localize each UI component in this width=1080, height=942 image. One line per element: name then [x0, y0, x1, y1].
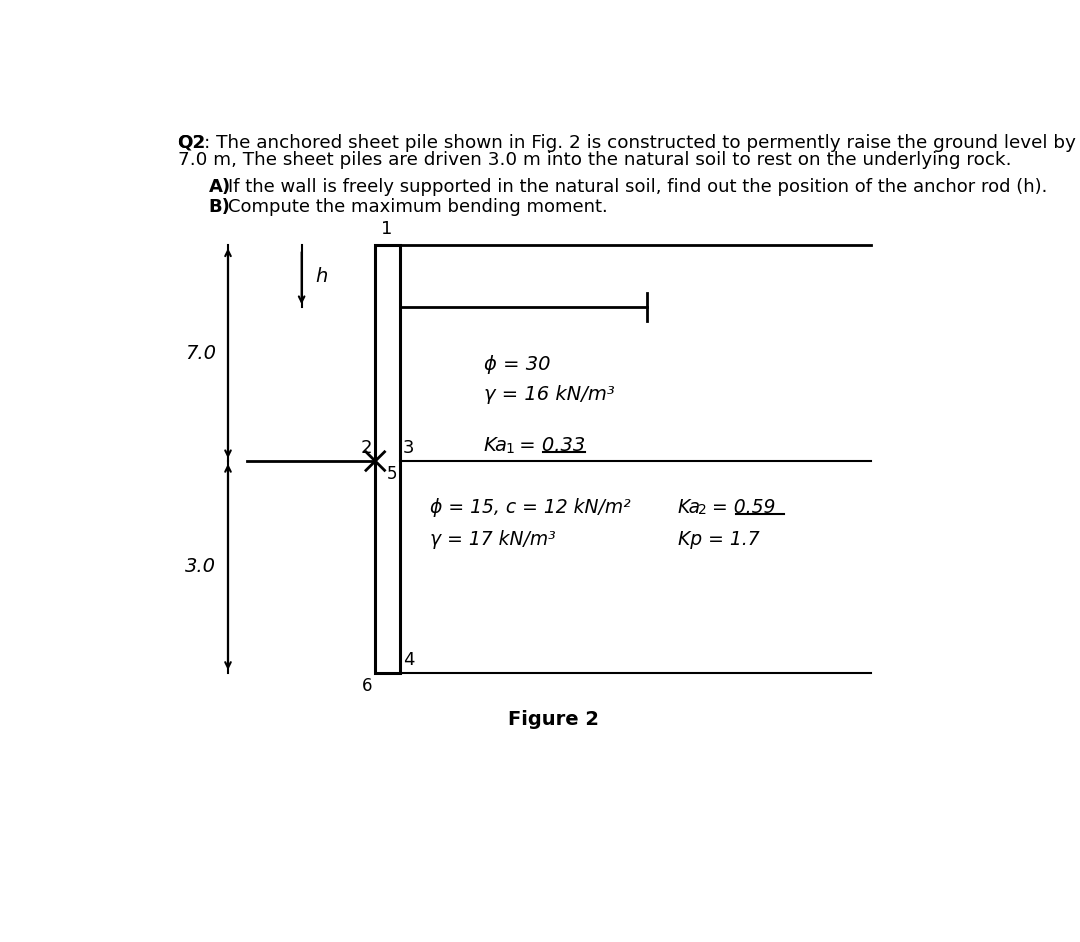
Text: Ka: Ka	[677, 497, 701, 517]
Text: γ = 17 kN/m³: γ = 17 kN/m³	[430, 530, 555, 549]
Bar	[375, 246, 400, 673]
Text: Q2: Q2	[177, 134, 206, 152]
Text: If the wall is freely supported in the natural soil, find out the position of th: If the wall is freely supported in the n…	[228, 178, 1048, 196]
Text: 6: 6	[362, 676, 373, 694]
Text: 1: 1	[381, 219, 392, 237]
Text: 7.0: 7.0	[186, 344, 216, 363]
Text: h: h	[315, 267, 328, 285]
Text: 3: 3	[403, 439, 415, 457]
Text: ϕ = 15, c = 12 kN/m²: ϕ = 15, c = 12 kN/m²	[430, 497, 630, 517]
Text: B): B)	[208, 198, 230, 216]
Text: γ = 16 kN/m³: γ = 16 kN/m³	[484, 384, 615, 403]
Text: = 0.33: = 0.33	[513, 436, 585, 455]
Text: 1: 1	[505, 442, 514, 456]
Text: Compute the maximum bending moment.: Compute the maximum bending moment.	[228, 198, 608, 216]
Text: 5: 5	[387, 465, 397, 483]
Text: A): A)	[208, 178, 231, 196]
Text: 7.0 m, The sheet piles are driven 3.0 m into the natural soil to rest on the und: 7.0 m, The sheet piles are driven 3.0 m …	[177, 151, 1011, 169]
Text: Kp = 1.7: Kp = 1.7	[677, 530, 759, 549]
Text: ϕ = 30: ϕ = 30	[484, 355, 550, 374]
Text: 2: 2	[699, 503, 707, 517]
Text: Ka: Ka	[484, 436, 508, 455]
Text: 3.0: 3.0	[186, 558, 216, 577]
Text: Figure 2: Figure 2	[508, 709, 599, 728]
Text: 4: 4	[403, 651, 415, 669]
Text: Q2: The anchored sheet pile shown in Fig. 2 is constructed to permently raise th: Q2: The anchored sheet pile shown in Fig…	[177, 134, 1076, 152]
Text: = 0.59: = 0.59	[706, 497, 775, 517]
Text: 2: 2	[361, 439, 373, 457]
